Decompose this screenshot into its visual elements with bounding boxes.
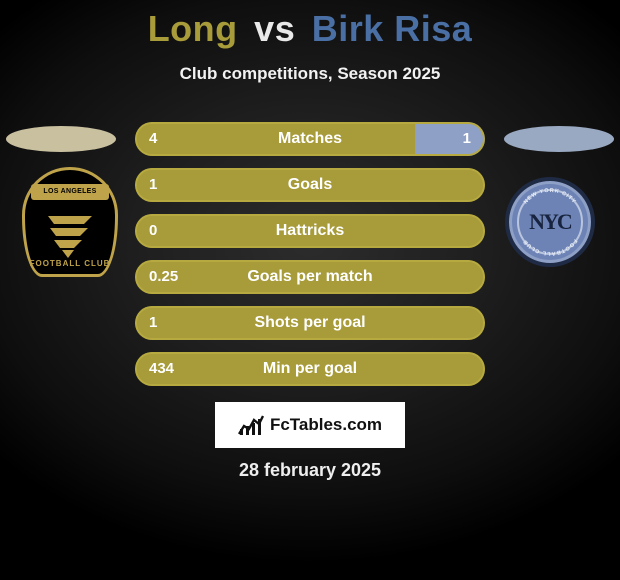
stat-row: 1Shots per goal [135, 306, 485, 340]
spotlight-left [6, 126, 116, 152]
stat-metric-label: Shots per goal [135, 306, 485, 340]
stat-metric-label: Matches [135, 122, 485, 156]
nycfc-badge: NEW YORK CITY FOOTBALL CLUB NYC [505, 177, 595, 267]
player2-name: Birk Risa [312, 8, 473, 49]
title: Long vs Birk Risa [0, 0, 620, 50]
player1-name: Long [148, 8, 238, 49]
comparison-arena: LOS ANGELES FOOTBALL CLUB NEW YORK CITY [0, 112, 620, 580]
chart-icon [238, 414, 264, 436]
stat-row: 434Min per goal [135, 352, 485, 386]
stat-row: 4Matches1 [135, 122, 485, 156]
lafc-wing-icon [44, 212, 96, 258]
comparison-bars: 4Matches11Goals0Hattricks0.25Goals per m… [135, 122, 485, 398]
stat-metric-label: Hattricks [135, 214, 485, 248]
watermark-text: FcTables.com [270, 415, 382, 435]
footer-date: 28 february 2025 [0, 460, 620, 481]
lafc-bottom-text: FOOTBALL CLUB [25, 259, 115, 268]
stat-row: 0Hattricks [135, 214, 485, 248]
stat-metric-label: Goals [135, 168, 485, 202]
vs-text: vs [254, 8, 295, 49]
watermark: FcTables.com [215, 402, 405, 448]
lafc-badge: LOS ANGELES FOOTBALL CLUB [22, 167, 118, 277]
stat-row: 1Goals [135, 168, 485, 202]
club-crest-right: NEW YORK CITY FOOTBALL CLUB NYC [500, 172, 600, 272]
club-crest-left: LOS ANGELES FOOTBALL CLUB [20, 172, 120, 272]
nycfc-monogram: NYC [509, 181, 591, 263]
lafc-band-text: LOS ANGELES [31, 184, 109, 200]
stat-value-right: 1 [463, 122, 471, 156]
stat-row: 0.25Goals per match [135, 260, 485, 294]
stat-metric-label: Goals per match [135, 260, 485, 294]
subtitle: Club competitions, Season 2025 [0, 64, 620, 84]
spotlight-right [504, 126, 614, 152]
stat-metric-label: Min per goal [135, 352, 485, 386]
